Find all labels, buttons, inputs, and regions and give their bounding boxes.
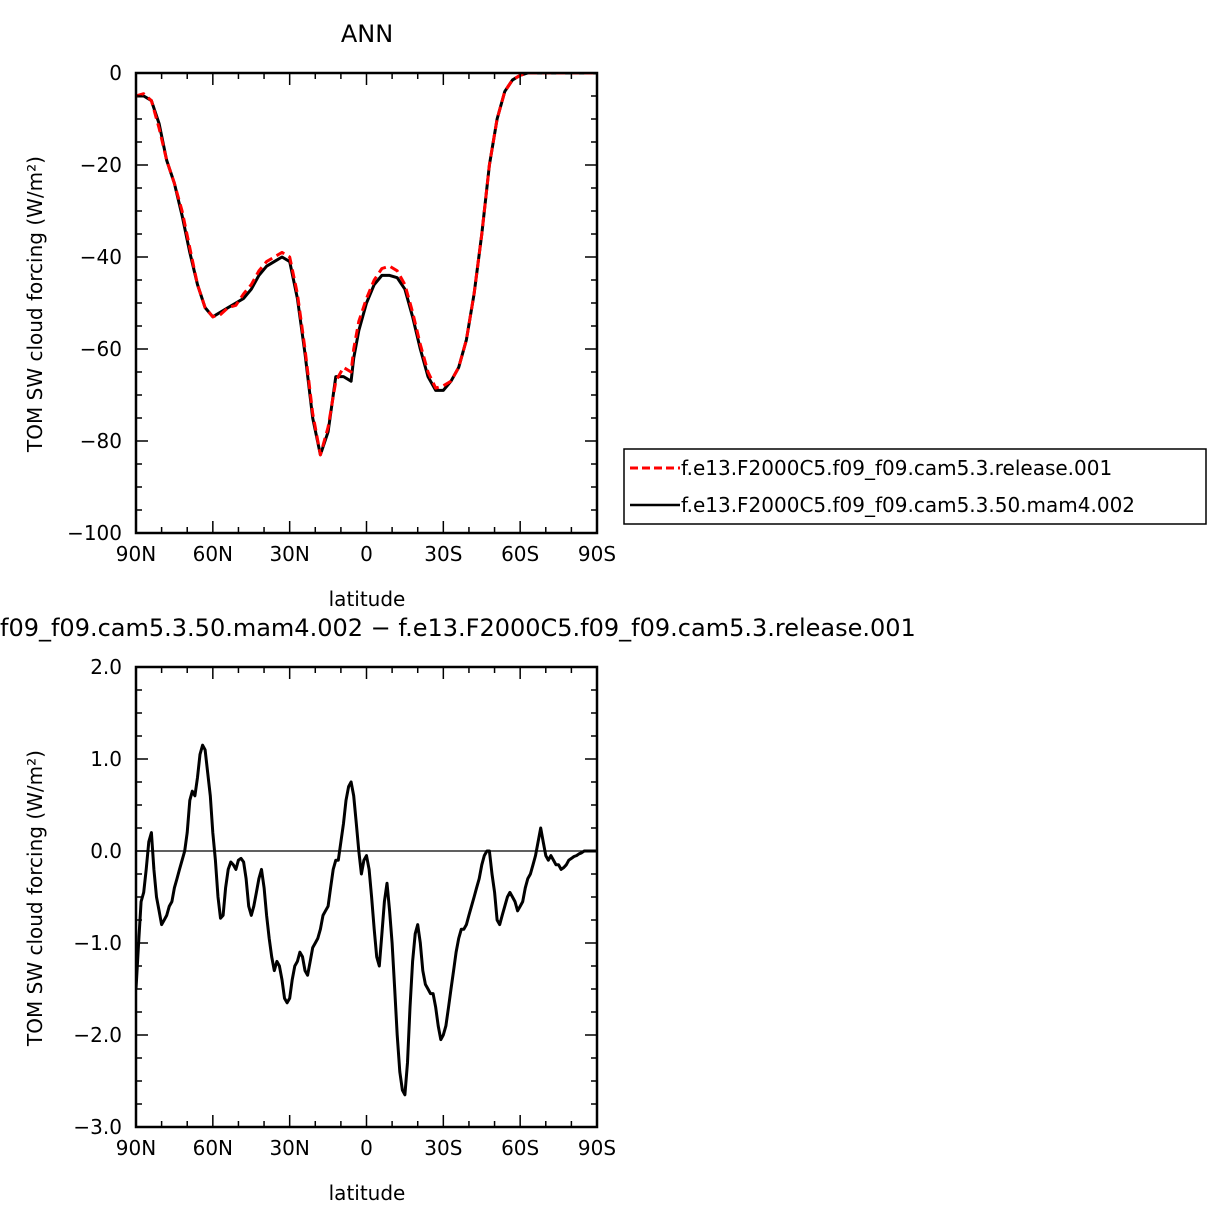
y-tick-label: −20 <box>80 153 122 177</box>
bottom-plot-title: f.e13.F2000C5.f09_f09.cam5.3.50.mam4.002… <box>0 614 916 642</box>
y-tick-label: 1.0 <box>90 747 122 771</box>
x-tick-label: 60S <box>501 542 539 566</box>
top-plot-title: ANN <box>341 20 393 48</box>
top-panel: ANN TOM SW cloud forcing (W/m²) latitude… <box>23 20 616 611</box>
x-tick-label: 60N <box>193 1136 233 1160</box>
y-tick-label: 0.0 <box>90 839 122 863</box>
legend: f.e13.F2000C5.f09_f09.cam5.3.release.001… <box>623 448 1207 525</box>
bottom-plot-marks: 90N 60N 30N 0 30S 60S 90S 2.0 1.0 0.0 −1.0 −2.0 −3.0 <box>73 655 616 1160</box>
series-line-difference <box>136 743 597 1097</box>
y-tick-label: −100 <box>67 521 122 545</box>
x-tick-label: 90N <box>116 1136 156 1160</box>
x-tick-label: 30S <box>424 542 462 566</box>
y-tick-label: −40 <box>80 245 122 269</box>
x-tick-label: 30N <box>269 1136 309 1160</box>
legend-label-series-b: f.e13.F2000C5.f09_f09.cam5.3.50.mam4.002 <box>681 493 1135 517</box>
legend-box <box>623 448 1207 525</box>
plot-frame <box>134 665 599 1129</box>
x-tick-label: 30N <box>269 542 309 566</box>
x-tick-label: 90S <box>578 542 616 566</box>
x-tick-label: 0 <box>360 1136 373 1160</box>
y-tick-label: −60 <box>80 337 122 361</box>
y-tick-label: −3.0 <box>73 1115 122 1139</box>
legend-label-series-a: f.e13.F2000C5.f09_f09.cam5.3.release.001 <box>681 456 1112 480</box>
top-plot-marks: 90N 60N 30N 0 30S 60S 90S 0 −20 −40 −60 −80 −100 <box>67 61 616 566</box>
y-tick-label: 0 <box>109 61 122 85</box>
y-tick-label: −2.0 <box>73 1023 122 1047</box>
y-tick-label: −1.0 <box>73 931 122 955</box>
x-tick-label: 0 <box>360 542 373 566</box>
y-tick-label: −80 <box>80 429 122 453</box>
top-y-axis-title: TOM SW cloud forcing (W/m²) <box>23 156 47 453</box>
x-tick-label: 60S <box>501 1136 539 1160</box>
x-tick-label: 90N <box>116 542 156 566</box>
top-x-axis-title: latitude <box>329 587 406 611</box>
series-line-release-001 <box>136 73 597 457</box>
x-tick-label: 30S <box>424 1136 462 1160</box>
bottom-panel: f.e13.F2000C5.f09_f09.cam5.3.50.mam4.002… <box>0 614 916 1205</box>
bottom-y-axis-title: TOM SW cloud forcing (W/m²) <box>23 750 47 1047</box>
y-tick-label: 2.0 <box>90 655 122 679</box>
x-tick-label: 90S <box>578 1136 616 1160</box>
series-line-mam4-002 <box>136 73 597 457</box>
x-tick-label: 60N <box>193 542 233 566</box>
bottom-x-axis-title: latitude <box>329 1181 406 1205</box>
